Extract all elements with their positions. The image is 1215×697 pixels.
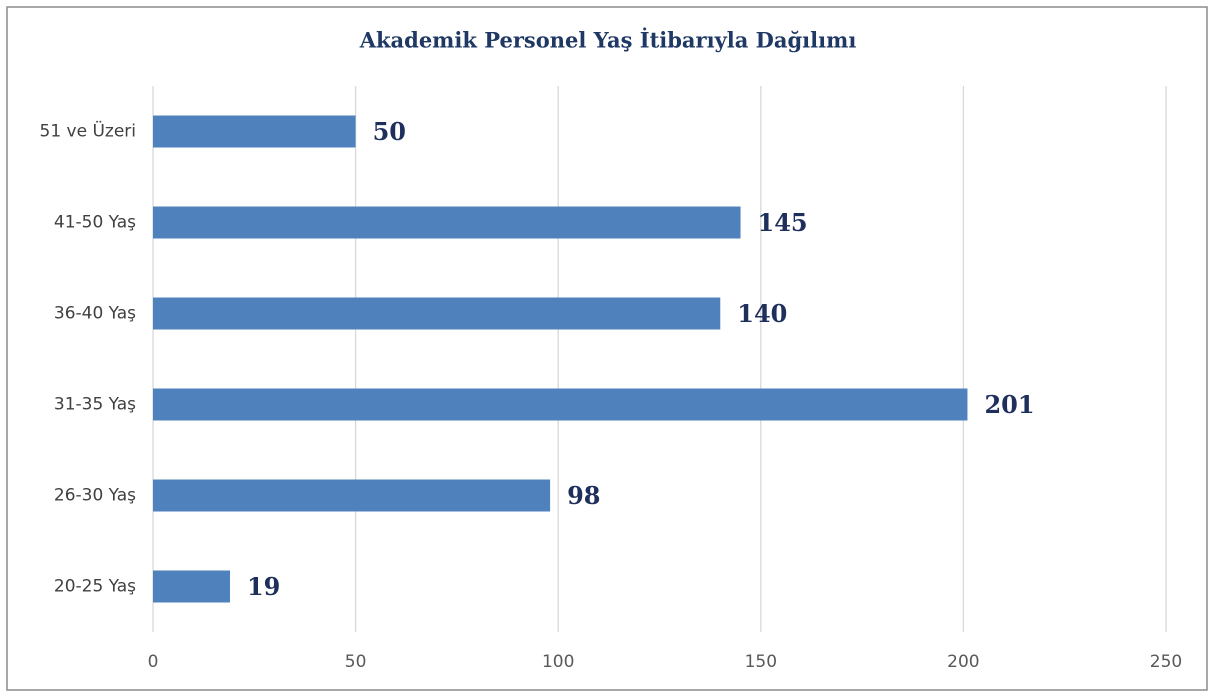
data-label: 145 xyxy=(758,208,808,237)
y-tick-label: 41-50 Yaş xyxy=(54,213,136,233)
data-label: 98 xyxy=(567,481,600,510)
y-tick-label: 36-40 Yaş xyxy=(54,304,136,324)
x-tick-label: 100 xyxy=(542,652,574,672)
data-label: 50 xyxy=(373,117,406,146)
x-tick-label: 150 xyxy=(745,652,777,672)
x-tick-label: 250 xyxy=(1150,652,1182,672)
x-tick-label: 50 xyxy=(345,652,367,672)
bar xyxy=(153,388,968,421)
y-tick-label: 26-30 Yaş xyxy=(54,486,136,506)
data-label: 201 xyxy=(984,390,1034,419)
bar xyxy=(153,479,551,512)
data-label: 19 xyxy=(247,572,280,601)
chart-title: Akademik Personel Yaş İtibarıyla Dağılım… xyxy=(359,28,857,53)
y-tick-label: 51 ve Üzeri xyxy=(40,120,137,142)
bar xyxy=(153,297,721,330)
bar xyxy=(153,570,230,603)
bar xyxy=(153,115,356,148)
data-label: 140 xyxy=(737,299,787,328)
x-tick-label: 0 xyxy=(148,652,159,672)
y-tick-label: 31-35 Yaş xyxy=(54,395,136,415)
bar xyxy=(153,206,741,239)
x-tick-label: 200 xyxy=(947,652,979,672)
y-tick-label: 20-25 Yaş xyxy=(54,577,136,597)
